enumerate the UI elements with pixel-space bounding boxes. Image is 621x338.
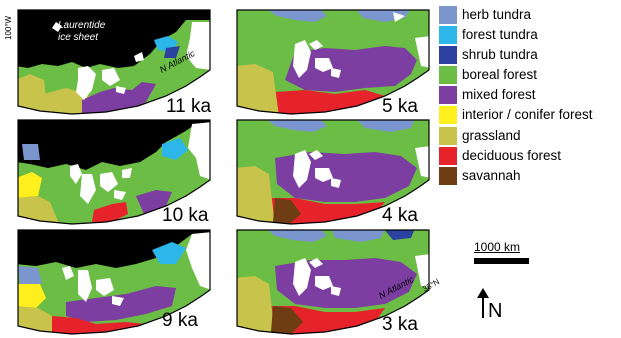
ice-lakes: [52, 22, 144, 62]
legend-swatch: [439, 106, 457, 125]
great-lakes: [293, 258, 341, 296]
age-label: 9 ka: [162, 310, 198, 331]
map-3ka: [236, 229, 430, 335]
laurentide-ice-sheet: [18, 230, 210, 268]
age-label: 4 ka: [382, 205, 418, 226]
longitude-label: 100°W: [4, 15, 13, 40]
great-lakes: [293, 150, 341, 188]
legend-swatch: [439, 166, 457, 185]
ocean: [186, 232, 210, 290]
legend-label: herb tundra: [462, 7, 532, 22]
forest-tundra-region: [152, 242, 186, 264]
map-10ka: [17, 119, 211, 225]
map-4ka: [236, 119, 430, 225]
grassland-region: [237, 276, 275, 334]
interior-conifer-forest-region: [18, 284, 46, 308]
savannah-region: [273, 198, 301, 224]
legend-swatch: [439, 66, 457, 85]
scale-label: 1000 km: [474, 240, 521, 254]
map-panel-11ka: Laurentide ice sheet N Atlantic 11 ka: [16, 8, 212, 118]
shrub-tundra-region: [164, 46, 180, 58]
legend-swatch: [439, 86, 457, 105]
ocean: [415, 146, 429, 178]
legend-label: shrub tundra: [462, 47, 538, 63]
map-panel-10ka: 10 ka: [16, 118, 212, 228]
herb-tundra-region: [22, 144, 40, 160]
deciduous-forest-region: [92, 202, 128, 224]
grassland-region: [237, 64, 279, 114]
legend-swatch: [439, 126, 457, 145]
great-lakes: [70, 164, 132, 204]
map-panel-5ka: 5 ka: [235, 8, 431, 118]
herb-tundra-region: [265, 120, 327, 132]
map-9ka: [17, 229, 211, 335]
ice-sheet-label: Laurentide ice sheet: [58, 20, 106, 43]
legend-swatch: [439, 26, 457, 45]
map-11ka: [17, 9, 211, 115]
legend-label: boreal forest: [462, 67, 538, 83]
map-panel-4ka: 4 ka: [235, 118, 431, 228]
legend-label: grassland: [462, 127, 521, 143]
herb-tundra-region: [355, 120, 415, 132]
legend-label: interior / conifer forest: [462, 107, 593, 123]
herb-tundra-region: [331, 230, 385, 242]
ocean: [188, 122, 210, 180]
great-lakes: [76, 66, 126, 100]
ocean: [415, 254, 429, 288]
scale-bar-line: [474, 258, 529, 264]
mixed-forest-region: [136, 190, 172, 214]
north-arrow-icon: [477, 288, 489, 318]
great-lakes: [62, 266, 124, 306]
grassland-region: [18, 74, 48, 114]
grassland-region: [237, 166, 275, 224]
interior-conifer-forest-region: [18, 172, 42, 198]
mixed-forest-region: [285, 46, 417, 92]
age-label: 11 ka: [166, 96, 212, 117]
savannah-region: [271, 306, 303, 334]
map-5ka: [236, 9, 430, 115]
scale-bar: 1000 km: [474, 240, 529, 264]
deciduous-forest-region: [275, 90, 385, 114]
legend-swatch: [439, 46, 457, 65]
shrub-tundra-region: [383, 230, 415, 240]
age-label: 3 ka: [382, 314, 418, 335]
legend-label: mixed forest: [462, 87, 536, 103]
legend-label: savannah: [462, 167, 521, 183]
laurentide-ice-sheet: [18, 120, 210, 170]
legend-label: forest tundra: [462, 27, 538, 43]
great-lakes: [293, 40, 341, 78]
legend-swatch: [439, 146, 457, 165]
herb-tundra-region: [18, 266, 42, 284]
legend-swatch: [439, 6, 457, 24]
mixed-forest-region: [275, 152, 417, 202]
herb-tundra-region: [265, 10, 327, 22]
age-label: 5 ka: [382, 96, 418, 117]
laurentide-ice-sheet: [18, 10, 210, 68]
herb-tundra-region: [265, 230, 327, 242]
legend-label: deciduous forest: [462, 147, 562, 163]
ocean: [393, 12, 429, 68]
map-panel-3ka: N Atlantic 38°N 3 ka: [235, 228, 441, 338]
map-panel-9ka: 9 ka: [16, 228, 212, 338]
age-label: 10 ka: [162, 205, 209, 226]
mixed-forest-region: [82, 82, 156, 114]
north-label: N: [488, 300, 503, 322]
forest-tundra-region: [162, 138, 188, 160]
ocean: [186, 22, 210, 70]
north-arrow: N: [476, 286, 502, 325]
